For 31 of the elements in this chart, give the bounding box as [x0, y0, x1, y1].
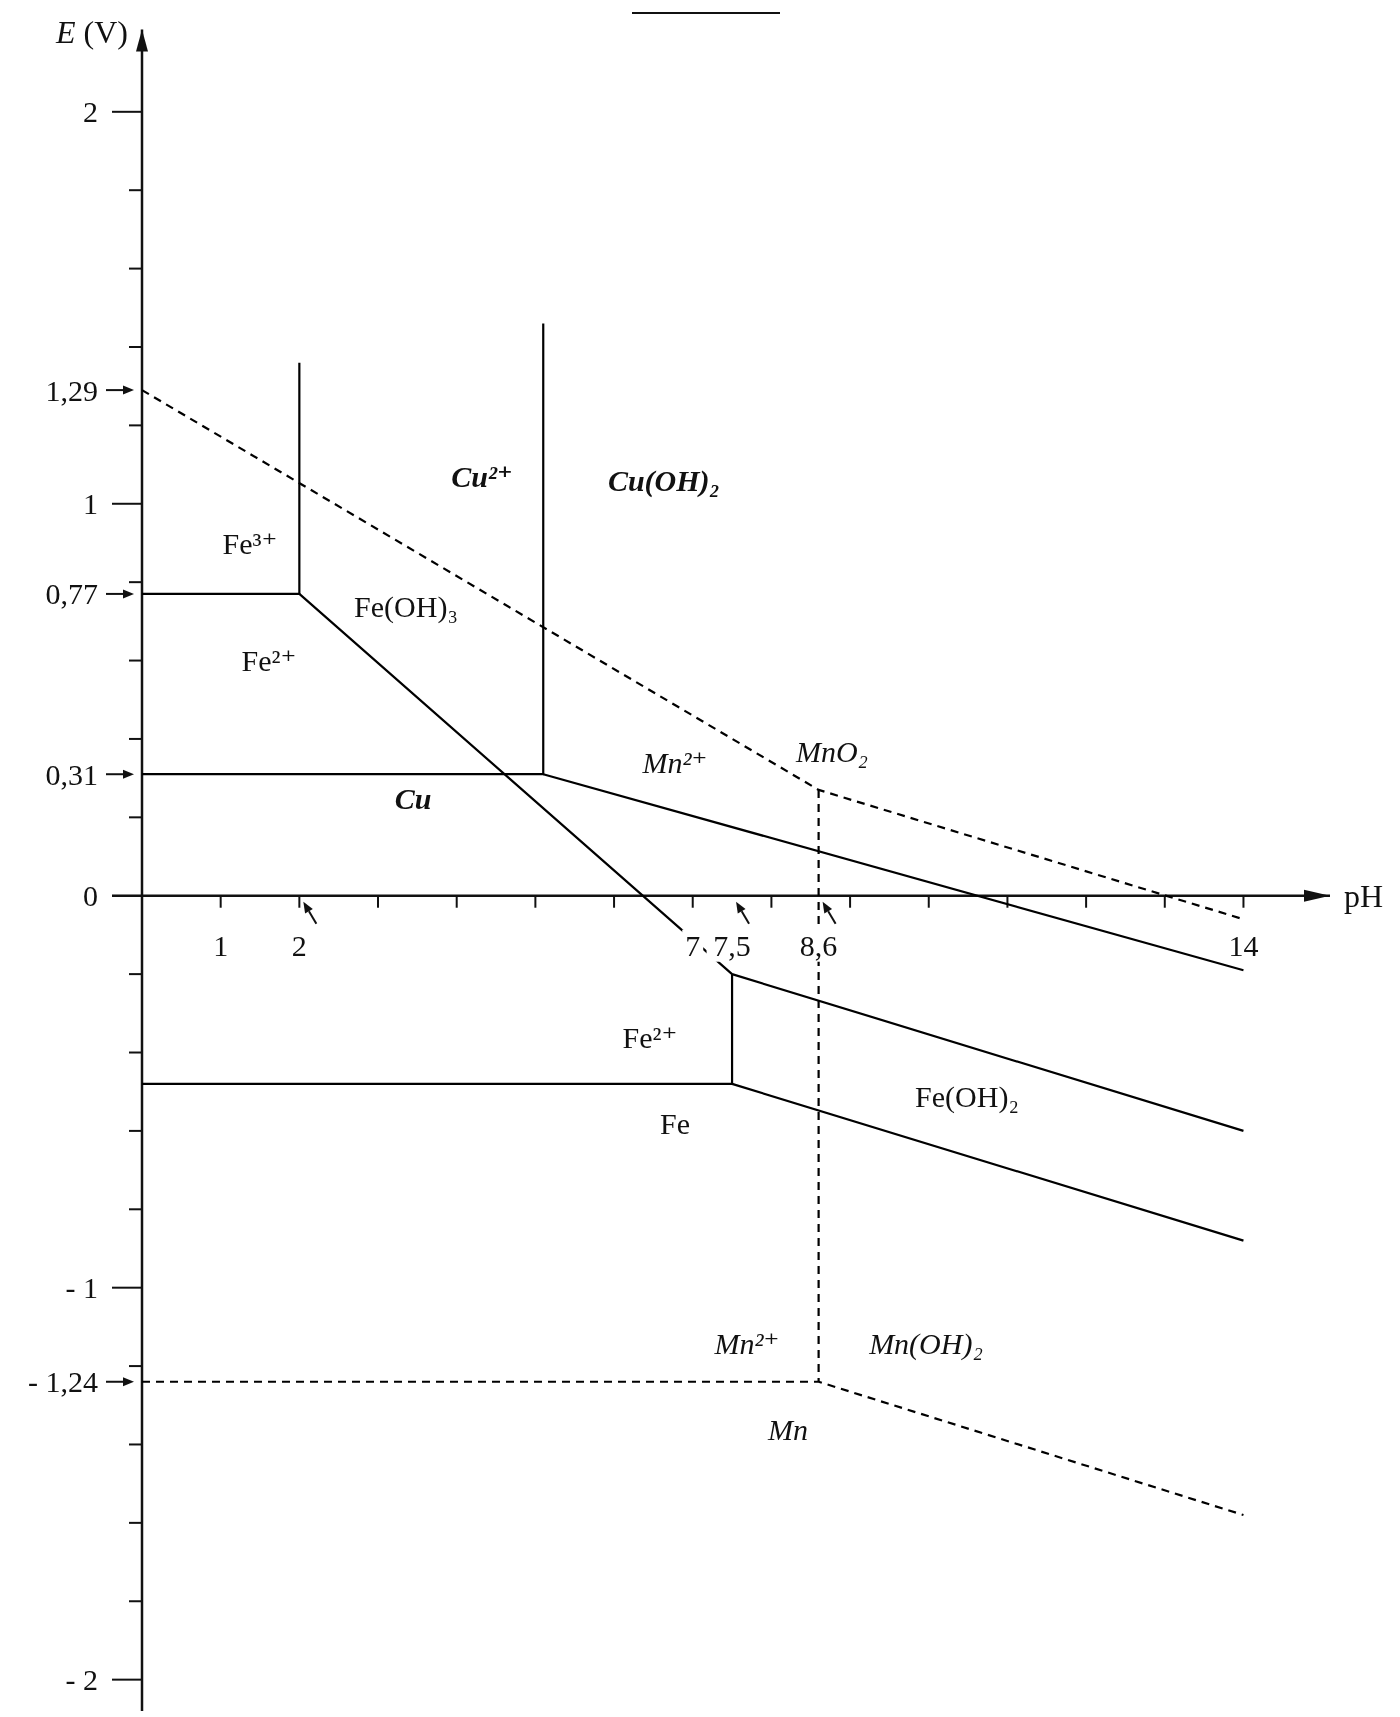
x-tick-label: 7,5 [713, 929, 751, 963]
annotation: Fe²⁺ [622, 1020, 678, 1054]
y-tick-label: 1,29 [45, 373, 98, 407]
y-tick-label: - 1 [65, 1271, 98, 1305]
y-tick-label: 0,77 [45, 577, 98, 611]
annotation: Cu [394, 781, 432, 815]
annotation: Mn(OH)₂ [868, 1326, 983, 1361]
x-tick-label: 1 [213, 929, 229, 963]
annotation: Cu²⁺ [451, 459, 513, 493]
annotation: Mn²⁺ [713, 1326, 780, 1360]
y-axis-title: E (V) [55, 13, 128, 50]
annotation: Fe²⁺ [241, 643, 297, 677]
annotation: Mn [767, 1412, 808, 1446]
annotation: Cu(OH)₂ [607, 463, 721, 498]
annotation: MnO₂ [794, 734, 869, 768]
annotation: Fe³⁺ [222, 526, 278, 560]
x-tick-label: 7 [685, 929, 701, 963]
annotation: Fe(OH)₂ [915, 1079, 1019, 1114]
x-tick-label: 14 [1228, 929, 1259, 963]
y-tick-label: 0 [83, 879, 98, 913]
x-axis-title: pH [1344, 877, 1384, 914]
y-tick-label: 1 [83, 487, 98, 521]
x-tick-label: 2 [291, 929, 307, 963]
annotation: Mn²⁺ [641, 745, 708, 779]
y-tick-label: - 2 [65, 1663, 98, 1697]
y-tick-label: 2 [83, 95, 98, 129]
y-tick-label: 0,31 [45, 757, 98, 791]
x-tick-label: 8,6 [799, 929, 838, 963]
annotation: Fe [660, 1106, 690, 1140]
y-tick-label: - 1,24 [28, 1365, 98, 1399]
annotation: Fe(OH)₃ [354, 589, 458, 624]
